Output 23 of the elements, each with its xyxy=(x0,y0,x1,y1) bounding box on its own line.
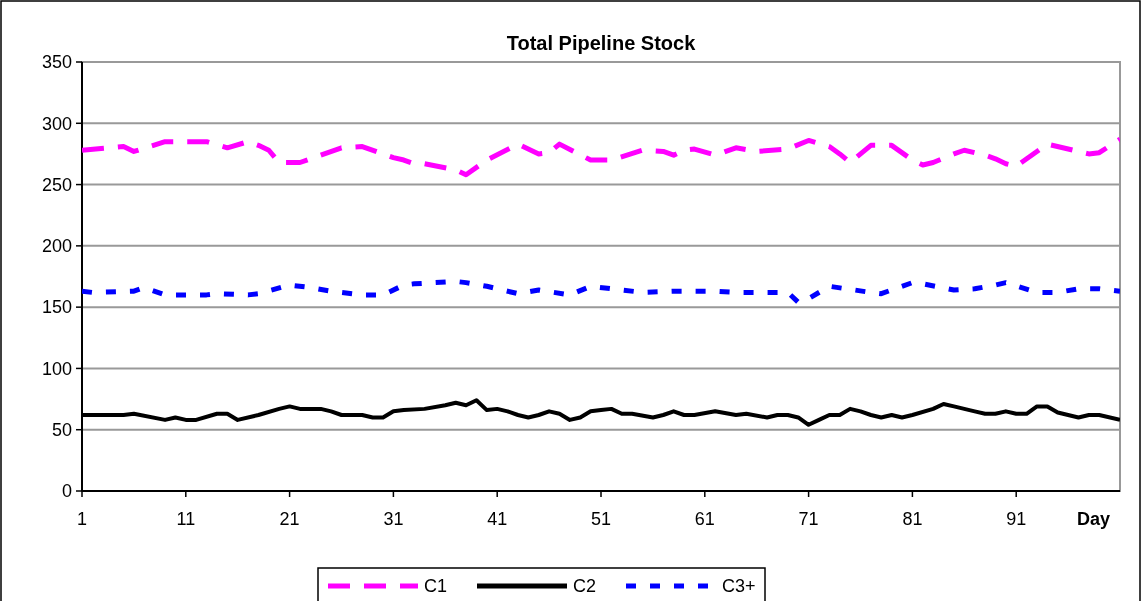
x-tick-label: 51 xyxy=(590,509,612,529)
x-tick-label: 71 xyxy=(798,509,819,529)
x-tick-label: 81 xyxy=(902,509,923,529)
x-tick-label: 41 xyxy=(487,509,508,529)
x-tick-label: 21 xyxy=(279,509,300,529)
y-tick-label: 50 xyxy=(51,420,72,441)
legend-label: C2 xyxy=(573,576,597,597)
y-tick-label: 300 xyxy=(41,113,72,134)
legend-label: C1 xyxy=(424,576,448,597)
y-tick-label: 100 xyxy=(41,358,72,379)
x-tick-label: 61 xyxy=(694,509,715,529)
y-tick-label: 150 xyxy=(41,297,72,318)
x-axis-title: Day xyxy=(1076,509,1110,529)
y-tick-label: 200 xyxy=(41,236,72,257)
x-tick-label: 1 xyxy=(76,509,88,529)
legend-label: C3+ xyxy=(722,576,756,597)
x-tick-label: 11 xyxy=(176,509,196,529)
y-tick-label: 0 xyxy=(61,481,72,502)
y-tick-label: 250 xyxy=(41,174,72,195)
x-tick-label: 31 xyxy=(383,509,404,529)
y-tick-label: 350 xyxy=(41,52,72,73)
chart-title: Total Pipeline Stock xyxy=(506,32,697,54)
x-tick-label: 91 xyxy=(1006,509,1027,529)
